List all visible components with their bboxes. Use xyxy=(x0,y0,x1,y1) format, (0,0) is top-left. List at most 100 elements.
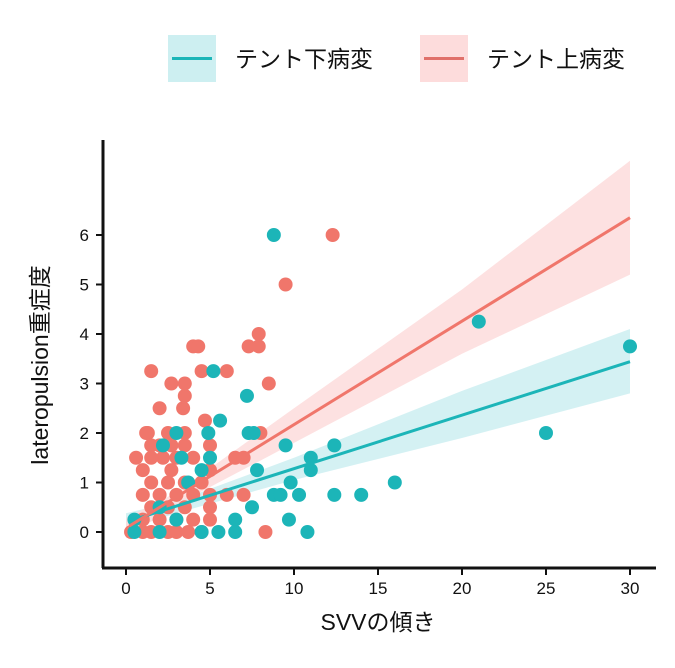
data-point-series-1 xyxy=(278,277,293,292)
data-point-series-0 xyxy=(387,475,402,490)
data-point-series-0 xyxy=(152,525,167,539)
x-tick-label: 15 xyxy=(369,579,388,598)
data-point-series-1 xyxy=(251,327,266,341)
y-tick-label: 4 xyxy=(80,325,89,344)
data-point-series-1 xyxy=(169,525,184,539)
data-point-series-1 xyxy=(177,438,192,453)
data-point-series-1 xyxy=(129,450,144,465)
y-tick-label: 2 xyxy=(80,424,89,443)
data-point-series-1 xyxy=(164,376,179,391)
legend-label-infratentorial: テント下病変 xyxy=(235,46,373,72)
data-point-series-1 xyxy=(325,228,340,242)
data-point-series-1 xyxy=(251,339,266,354)
data-point-series-0 xyxy=(246,426,261,440)
data-point-series-0 xyxy=(169,512,184,527)
data-point-series-1 xyxy=(135,463,150,478)
data-point-series-0 xyxy=(281,512,296,527)
data-point-series-1 xyxy=(203,500,217,515)
legend-item-supratentorial: テント上病変 xyxy=(420,35,625,82)
data-point-series-1 xyxy=(177,376,192,391)
data-point-series-0 xyxy=(283,475,298,490)
data-point-series-1 xyxy=(219,364,234,379)
data-point-series-0 xyxy=(194,463,209,478)
legend-item-infratentorial: テント下病変 xyxy=(168,35,373,82)
x-tick-label: 25 xyxy=(537,579,556,598)
data-point-series-1 xyxy=(144,475,159,490)
confidence-band-1 xyxy=(126,160,630,538)
x-tick-label: 10 xyxy=(285,579,304,598)
data-point-series-1 xyxy=(236,487,251,502)
data-point-series-0 xyxy=(278,438,293,453)
data-point-series-1 xyxy=(152,487,167,502)
data-point-series-1 xyxy=(191,339,206,354)
x-tick-label: 5 xyxy=(205,579,214,598)
data-point-series-0 xyxy=(292,487,307,502)
data-point-series-1 xyxy=(139,426,154,440)
data-point-series-1 xyxy=(155,450,170,465)
confidence-bands xyxy=(126,160,630,538)
data-point-series-0 xyxy=(623,339,637,354)
data-point-series-0 xyxy=(354,487,369,502)
data-point-series-1 xyxy=(197,413,212,428)
data-point-series-1 xyxy=(135,487,150,502)
data-point-series-1 xyxy=(177,388,192,403)
data-point-series-1 xyxy=(258,525,273,539)
data-point-series-0 xyxy=(194,525,209,539)
x-axis-title: SVVの傾き xyxy=(320,609,435,635)
data-point-series-1 xyxy=(203,438,217,453)
data-point-series-0 xyxy=(266,228,281,242)
data-point-series-1 xyxy=(261,376,276,391)
data-point-series-0 xyxy=(213,413,228,428)
data-point-series-0 xyxy=(273,487,288,502)
y-tick-label: 0 xyxy=(80,523,89,542)
data-point-series-0 xyxy=(211,525,226,539)
x-tick-label: 0 xyxy=(121,579,130,598)
regression-line-0 xyxy=(128,360,631,523)
data-points xyxy=(124,228,637,539)
confidence-band-0 xyxy=(126,329,630,530)
regression-line-1 xyxy=(128,216,631,528)
y-tick-label: 3 xyxy=(80,375,89,394)
y-axis-title: lateropulsion重症度 xyxy=(27,265,53,464)
data-point-series-1 xyxy=(241,339,256,354)
data-point-series-0 xyxy=(203,450,217,465)
y-tick-label: 5 xyxy=(80,276,89,295)
data-point-series-1 xyxy=(144,450,159,465)
data-point-series-0 xyxy=(327,487,342,502)
data-point-series-0 xyxy=(169,426,184,440)
data-point-series-0 xyxy=(245,500,259,515)
data-point-series-0 xyxy=(539,426,553,440)
data-point-series-0 xyxy=(239,388,254,403)
data-point-series-0 xyxy=(250,463,265,478)
data-point-series-1 xyxy=(186,512,201,527)
data-point-series-1 xyxy=(161,475,175,490)
data-point-series-0 xyxy=(206,364,221,379)
data-point-series-0 xyxy=(201,426,216,440)
data-point-series-0 xyxy=(174,450,189,465)
legend: テント下病変 テント上病変 xyxy=(168,35,625,82)
data-point-series-1 xyxy=(203,512,217,527)
data-point-series-1 xyxy=(164,463,179,478)
data-point-series-0 xyxy=(471,314,486,329)
data-point-series-1 xyxy=(176,401,191,416)
x-tick-label: 20 xyxy=(453,579,472,598)
data-point-series-1 xyxy=(186,450,201,465)
y-tick-label: 6 xyxy=(80,226,89,245)
data-point-series-1 xyxy=(152,401,167,416)
x-ticks: 0 5 10 15 20 25 30 xyxy=(121,568,639,598)
data-point-series-0 xyxy=(228,512,243,527)
data-point-series-0 xyxy=(228,525,243,539)
x-tick-label: 30 xyxy=(621,579,640,598)
regression-lines xyxy=(128,216,631,528)
data-point-series-0 xyxy=(300,525,315,539)
data-point-series-1 xyxy=(194,364,209,379)
data-point-series-0 xyxy=(303,463,318,478)
y-ticks: 0 1 2 3 4 5 6 xyxy=(80,226,103,542)
y-tick-label: 1 xyxy=(80,474,89,493)
data-point-series-1 xyxy=(181,525,196,539)
data-point-series-1 xyxy=(152,512,167,527)
data-point-series-0 xyxy=(327,438,342,453)
data-point-series-0 xyxy=(155,438,170,453)
data-point-series-1 xyxy=(144,364,159,379)
